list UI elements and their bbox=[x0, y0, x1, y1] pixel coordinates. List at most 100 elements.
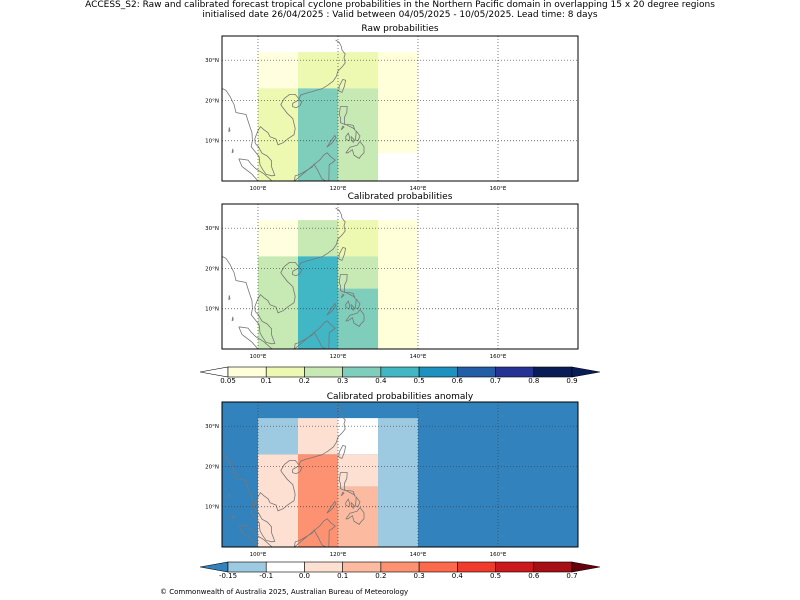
colorbar-label: 0.1 bbox=[337, 572, 349, 580]
map-canvas: 100°E 120°E 140°E 160°E 10°N 20°N 30°N bbox=[205, 203, 579, 360]
panel-title-calibrated: Calibrated probabilities bbox=[347, 192, 453, 202]
colorbar-segment bbox=[418, 366, 458, 378]
colorbar-label: 0.5 bbox=[489, 572, 502, 580]
colorbar-segment bbox=[304, 366, 343, 378]
colorbar-label: 0.05 bbox=[220, 377, 236, 385]
coastline bbox=[338, 472, 356, 497]
figure-title-line1: ACCESS_S2: Raw and calibrated forecast t… bbox=[85, 0, 715, 10]
coastline bbox=[231, 316, 234, 322]
coastline bbox=[340, 293, 345, 299]
panel-title-raw: Raw probabilities bbox=[361, 24, 439, 34]
coastline bbox=[292, 267, 303, 277]
colorbar-over-arrow bbox=[571, 366, 601, 378]
coastline bbox=[228, 295, 231, 301]
coastline bbox=[221, 207, 346, 345]
probability-cell bbox=[258, 418, 298, 455]
probability-cell bbox=[258, 256, 298, 349]
colorbar-segment bbox=[227, 561, 267, 573]
coastline bbox=[345, 309, 365, 327]
coastline bbox=[292, 99, 303, 109]
map-raw: 100°E 120°E 140°E 160°E 10°N 20°N 30°N bbox=[205, 35, 579, 192]
coastline bbox=[350, 501, 355, 510]
lat-tick-label: 10°N bbox=[205, 307, 219, 313]
colorbar-under-arrow bbox=[199, 366, 229, 378]
probability-cell bbox=[258, 220, 298, 257]
coastline bbox=[338, 79, 347, 93]
coastline bbox=[340, 491, 345, 497]
coastline bbox=[345, 498, 351, 508]
probability-cell bbox=[298, 418, 338, 455]
colorbar-segment bbox=[265, 561, 305, 573]
coastline bbox=[345, 300, 351, 310]
lat-tick-label: 20°N bbox=[205, 98, 219, 104]
coastline bbox=[345, 132, 351, 142]
coastline bbox=[231, 514, 234, 520]
lat-tick-label: 30°N bbox=[205, 424, 219, 430]
probability-cell bbox=[338, 288, 378, 349]
probability-cell bbox=[338, 88, 378, 181]
colorbar-over-arrow bbox=[571, 561, 601, 573]
colorbar-label: 0.7 bbox=[566, 572, 578, 580]
map-anomaly: 100°E 120°E 140°E 160°E 10°N 20°N 30°N bbox=[205, 401, 579, 558]
probability-cell bbox=[378, 52, 418, 153]
colorbar-segment bbox=[533, 561, 573, 573]
colorbar-label: 0.7 bbox=[489, 377, 502, 385]
colorbar-segment bbox=[304, 561, 343, 573]
colorbar-label: 0.4 bbox=[375, 377, 387, 385]
lon-tick-label: 120°E bbox=[330, 354, 347, 360]
probability-cell bbox=[298, 220, 338, 257]
lon-tick-label: 100°E bbox=[250, 186, 267, 192]
probability-cell bbox=[338, 220, 378, 257]
coastline bbox=[354, 298, 361, 310]
coastline bbox=[350, 303, 355, 312]
map-frame bbox=[221, 401, 579, 548]
coastline bbox=[326, 500, 337, 514]
coastline bbox=[354, 496, 361, 508]
colorbar-label: -0.15 bbox=[218, 572, 238, 580]
coastline bbox=[338, 274, 356, 299]
coastline bbox=[354, 130, 361, 142]
probability-cell bbox=[298, 88, 338, 181]
colorbar-label: 0.5 bbox=[413, 377, 425, 385]
coastline bbox=[293, 518, 336, 548]
panel-title-anomaly: Calibrated probabilities anomaly bbox=[326, 392, 474, 402]
coastline bbox=[231, 148, 234, 154]
colorbar-segment bbox=[457, 561, 496, 573]
coastline bbox=[228, 127, 231, 133]
colorbar-label: 0.3 bbox=[337, 377, 349, 385]
colorbar-label: 0.6 bbox=[528, 572, 540, 580]
coastline bbox=[345, 507, 365, 525]
colorbar-segment bbox=[495, 561, 535, 573]
colorbar-probability: 0.05 0.1 0.2 0.3 0.4 0.5 0.6 0.7 0.8 0.9 bbox=[199, 363, 601, 387]
coastline bbox=[221, 405, 346, 543]
lon-tick-label: 140°E bbox=[410, 186, 427, 192]
coastline bbox=[221, 39, 346, 177]
lat-tick-label: 20°N bbox=[205, 266, 219, 272]
lat-tick-label: 20°N bbox=[205, 464, 219, 470]
colorbar-segment bbox=[495, 366, 535, 378]
probability-cell bbox=[298, 52, 338, 89]
figure-title-line2: initialised date 26/04/2025 : Valid betw… bbox=[202, 10, 598, 20]
map-canvas: 100°E 120°E 140°E 160°E 10°N 20°N 30°N bbox=[205, 35, 579, 192]
colorbar-under-arrow bbox=[199, 561, 229, 573]
colorbar-label: 0.9 bbox=[566, 377, 578, 385]
probability-cell bbox=[338, 454, 378, 487]
probability-cell bbox=[258, 454, 298, 547]
coastline bbox=[326, 302, 337, 316]
probability-cell bbox=[298, 454, 338, 547]
colorbar-segment bbox=[457, 366, 496, 378]
coastline bbox=[326, 134, 337, 148]
probability-cell bbox=[338, 418, 378, 455]
lat-tick-label: 10°N bbox=[205, 139, 219, 145]
coastline bbox=[338, 445, 347, 459]
lat-tick-label: 30°N bbox=[205, 226, 219, 232]
coastline bbox=[238, 524, 274, 548]
colorbar-segment bbox=[380, 366, 420, 378]
colorbar-label: 0.6 bbox=[451, 377, 463, 385]
probability-cell bbox=[378, 418, 418, 547]
coastline bbox=[292, 465, 303, 475]
lon-tick-label: 120°E bbox=[330, 186, 347, 192]
colorbar-label: 0.8 bbox=[528, 377, 540, 385]
colorbar-segment bbox=[533, 366, 573, 378]
lon-tick-label: 100°E bbox=[250, 354, 267, 360]
